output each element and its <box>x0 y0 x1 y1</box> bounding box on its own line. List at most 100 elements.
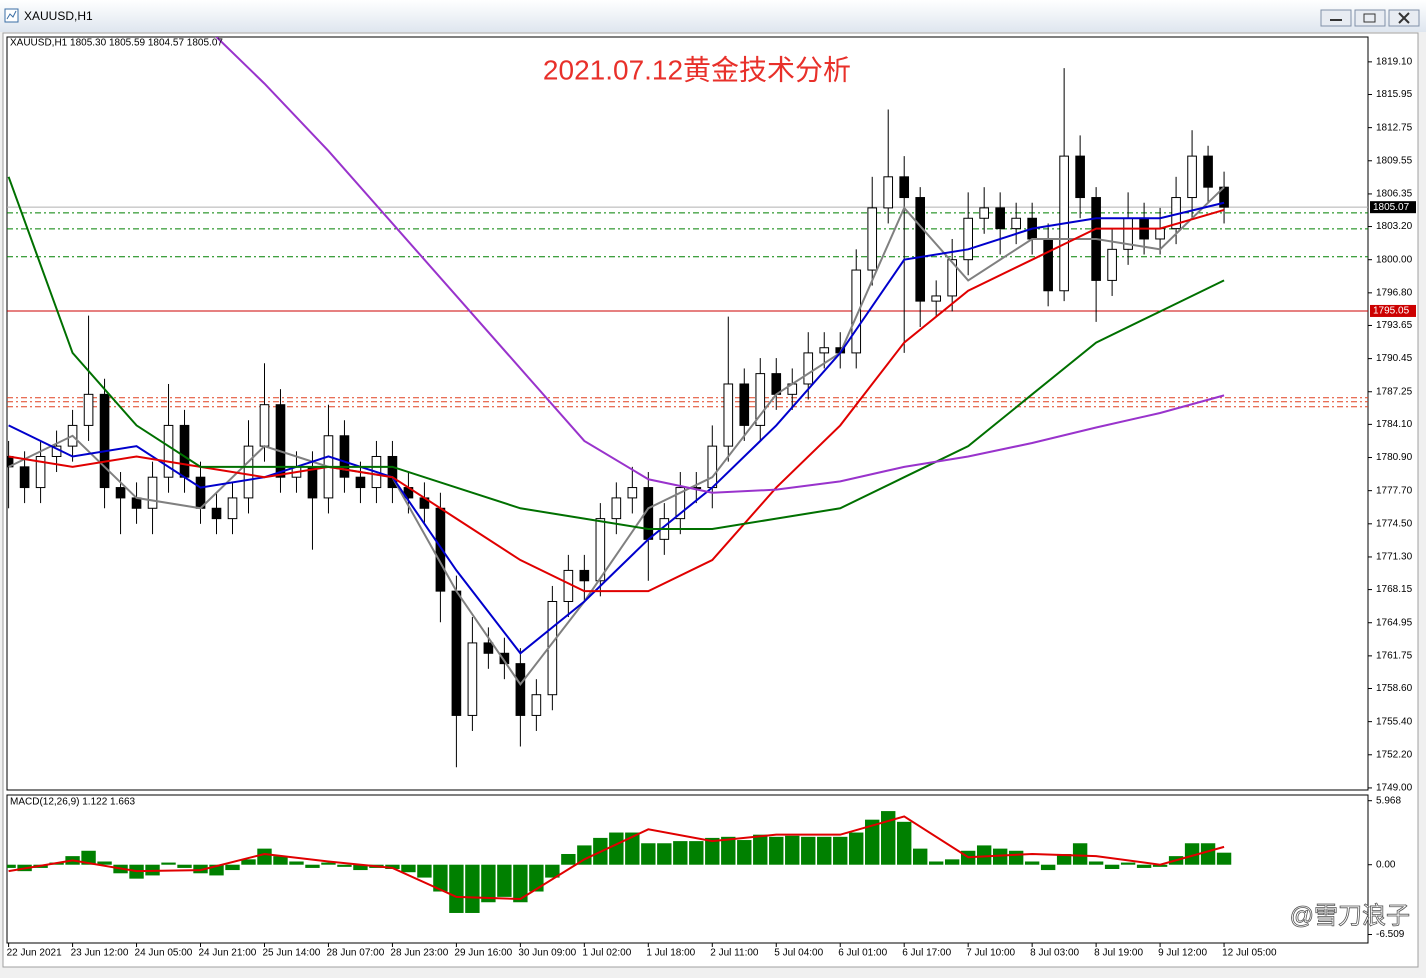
moving-average <box>7 176 1225 530</box>
macd-bar <box>673 841 688 865</box>
window-icon-glyph <box>6 10 17 20</box>
macd-bar <box>385 864 400 869</box>
macd-plot <box>7 811 1232 913</box>
axes: 1819.10 1815.95 1812.75 1809.55 1806.35 1803.… <box>7 56 1416 959</box>
price-tag <box>1370 201 1416 214</box>
x-tick-label: 1 Jul 02:00 <box>582 948 631 959</box>
candle-body <box>355 476 366 489</box>
candle-body <box>899 176 910 199</box>
macd-bar <box>1008 850 1024 865</box>
y-tick-label: 5.968 <box>1376 795 1401 806</box>
y-tick-label: 1755.40 <box>1376 716 1413 727</box>
moving-average <box>215 37 1225 494</box>
macd-bar <box>1056 853 1072 865</box>
candle-body <box>867 207 878 271</box>
macd-bar <box>353 864 368 871</box>
macd-bar <box>545 864 560 878</box>
macd-bar <box>417 864 432 878</box>
minimize-button[interactable] <box>1320 9 1352 27</box>
macd-plot-frame <box>6 794 1369 944</box>
x-tick-label: 12 Jul 05:00 <box>1222 948 1277 959</box>
candle-body <box>307 466 318 499</box>
main-header: XAUUSD,H1 1805.30 1805.59 1804.57 1805.0… <box>10 38 223 49</box>
candle-body <box>851 269 862 354</box>
macd-bar <box>625 832 640 865</box>
window-controls[interactable] <box>1320 9 1420 27</box>
macd-bar <box>81 850 96 865</box>
x-tick-label: 7 Jul 10:00 <box>966 948 1015 959</box>
y-tick-label: 1803.20 <box>1376 221 1413 232</box>
y-tick-label: 1752.20 <box>1376 749 1413 760</box>
candle-body <box>467 642 478 716</box>
y-tick-label: 1790.45 <box>1376 353 1413 364</box>
x-tick-label: 1 Jul 18:00 <box>646 948 695 959</box>
macd-bar <box>577 845 592 865</box>
x-tick-label: 8 Jul 03:00 <box>1030 948 1079 959</box>
macd-bar <box>657 843 672 865</box>
y-tick-label: 1812.75 <box>1376 122 1413 133</box>
y-tick-label: 1764.95 <box>1376 617 1413 628</box>
macd-bar <box>481 864 496 903</box>
macd-bar <box>1024 861 1040 865</box>
macd-bar <box>944 859 960 865</box>
y-tick-label: 1761.75 <box>1376 651 1413 662</box>
macd-bar <box>833 836 848 865</box>
candle-body <box>883 176 894 209</box>
macd-bar <box>1184 843 1200 865</box>
macd-bar <box>753 834 768 865</box>
macd-bar <box>241 859 256 865</box>
y-tick-label: 1800.00 <box>1376 254 1413 265</box>
macd-bar <box>1216 852 1232 865</box>
macd-bar <box>1072 843 1088 865</box>
y-tick-label: 1777.70 <box>1376 485 1413 496</box>
macd-bar <box>529 864 544 892</box>
y-tick-label: 1815.95 <box>1376 89 1413 100</box>
macd-bar <box>1152 864 1168 867</box>
y-tick-label: 1749.00 <box>1376 783 1413 794</box>
candle-body <box>595 518 606 582</box>
macd-bar <box>897 821 912 865</box>
x-tick-label: 8 Jul 19:00 <box>1094 948 1143 959</box>
macd-bar <box>769 836 784 865</box>
macd-bar <box>257 848 272 865</box>
macd-bar <box>801 836 816 865</box>
macd-bar <box>785 835 800 865</box>
candle-body <box>179 424 190 478</box>
candle-body <box>611 497 622 520</box>
macd-bar <box>928 861 944 865</box>
x-tick-label: 23 Jun 12:00 <box>71 948 129 959</box>
candle-body <box>995 207 1005 230</box>
candle-body <box>259 404 270 447</box>
macd-bar <box>817 836 832 865</box>
macd-bar <box>1088 861 1104 865</box>
candle-body <box>275 404 286 478</box>
y-tick-label: 1758.60 <box>1376 683 1413 694</box>
y-tick-label: 1774.50 <box>1376 518 1413 529</box>
macd-bar <box>7 864 16 868</box>
candle-body <box>963 217 973 261</box>
candle-body <box>931 295 942 302</box>
maximize-button[interactable] <box>1354 9 1386 27</box>
macd-bar <box>641 843 656 865</box>
macd-bar <box>337 864 352 867</box>
macd-bar <box>992 848 1008 865</box>
candle-body <box>99 393 110 489</box>
candle-body <box>531 694 542 716</box>
price-tag-label: 1805.07 <box>1373 202 1410 213</box>
x-tick-label: 24 Jun 21:00 <box>199 948 257 959</box>
candle-body <box>451 590 462 716</box>
macd-bar <box>449 864 464 913</box>
y-tick-label: 1780.90 <box>1376 452 1413 463</box>
x-tick-label: 28 Jun 23:00 <box>390 948 448 959</box>
candle-body <box>803 352 814 385</box>
candle-body <box>195 476 206 509</box>
macd-bar <box>721 836 736 865</box>
price-tag-label: 1795.05 <box>1373 306 1410 317</box>
window-title: XAUUSD,H1 <box>24 9 93 23</box>
close-glyph <box>1398 12 1410 24</box>
main-plot <box>7 37 1368 768</box>
y-tick-label: 1793.65 <box>1376 320 1413 331</box>
x-tick-label: 25 Jun 14:00 <box>262 948 320 959</box>
macd-bar <box>609 832 624 865</box>
macd-bar <box>705 837 720 865</box>
